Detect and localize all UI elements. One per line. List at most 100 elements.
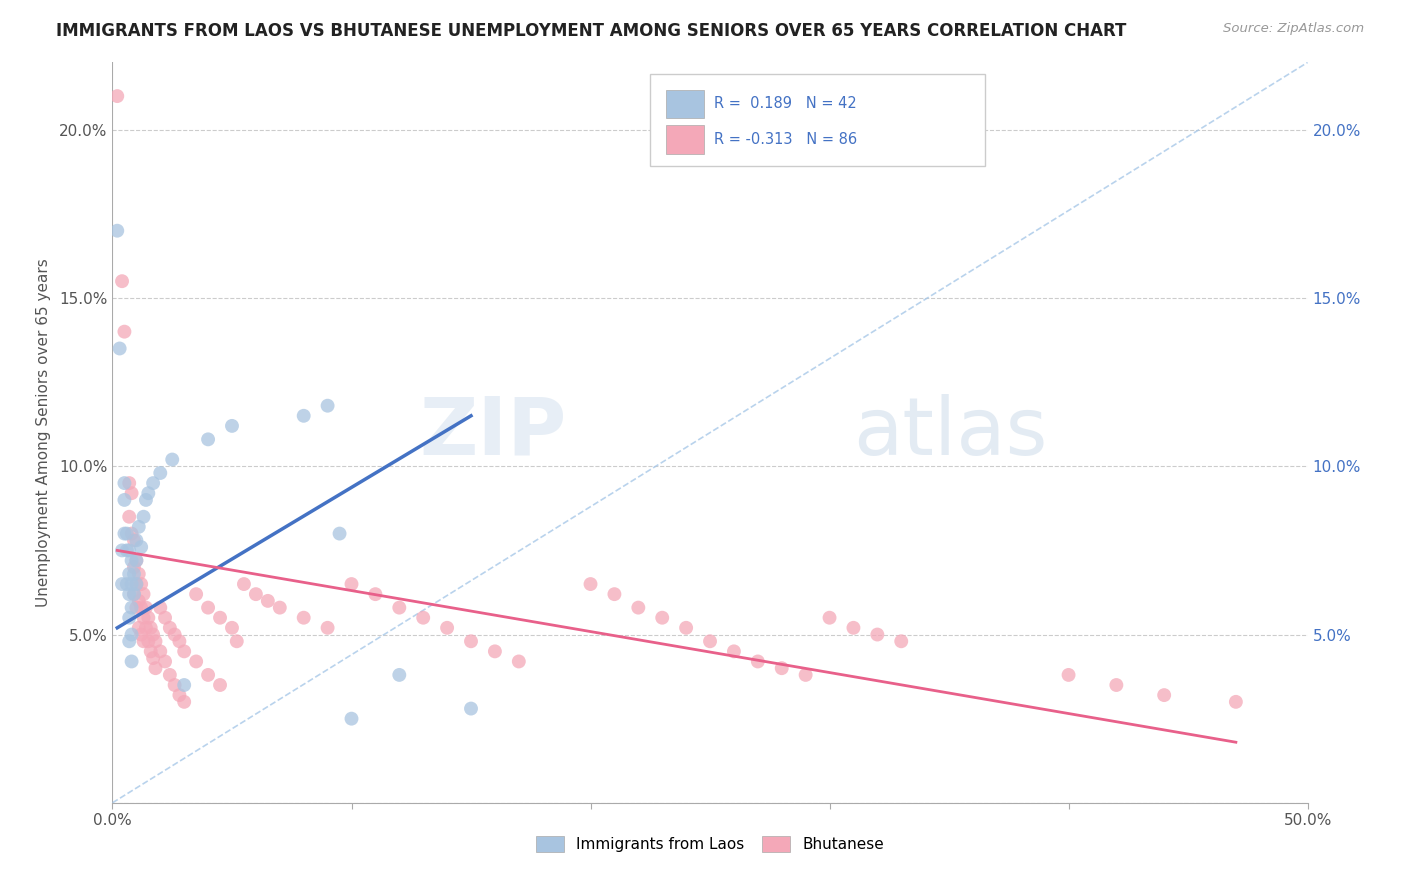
Point bbox=[115, 526, 138, 541]
Point bbox=[209, 678, 232, 692]
Point bbox=[197, 433, 219, 447]
Point bbox=[388, 668, 411, 682]
Point bbox=[233, 577, 256, 591]
Point bbox=[316, 399, 339, 413]
Point bbox=[651, 610, 673, 624]
Point bbox=[135, 600, 157, 615]
Point bbox=[292, 610, 315, 624]
Point bbox=[138, 486, 160, 500]
Point bbox=[153, 610, 176, 624]
Point bbox=[111, 577, 134, 591]
Point bbox=[162, 452, 183, 467]
Point bbox=[111, 543, 134, 558]
Point bbox=[118, 587, 141, 601]
Point bbox=[115, 543, 138, 558]
Point bbox=[173, 644, 195, 658]
Point bbox=[129, 540, 152, 554]
Point bbox=[125, 600, 148, 615]
Point bbox=[114, 325, 135, 339]
Point bbox=[118, 566, 141, 581]
Point bbox=[125, 533, 148, 548]
Point bbox=[108, 342, 131, 356]
Point bbox=[121, 486, 143, 500]
Point bbox=[121, 553, 143, 567]
Point bbox=[460, 634, 482, 648]
Point bbox=[388, 600, 411, 615]
Point bbox=[770, 661, 793, 675]
Point bbox=[122, 587, 145, 601]
Point bbox=[139, 621, 162, 635]
Point bbox=[122, 560, 145, 574]
Point bbox=[114, 476, 135, 491]
Point bbox=[121, 526, 143, 541]
Point bbox=[118, 634, 141, 648]
Point bbox=[340, 577, 363, 591]
Point bbox=[579, 577, 602, 591]
Point bbox=[484, 644, 506, 658]
Point bbox=[186, 655, 208, 669]
Point bbox=[890, 634, 912, 648]
Point bbox=[818, 610, 841, 624]
Point bbox=[138, 634, 160, 648]
Point bbox=[142, 651, 165, 665]
Text: R =  0.189   N = 42: R = 0.189 N = 42 bbox=[714, 96, 856, 112]
Text: ZIP: ZIP bbox=[419, 393, 567, 472]
Point bbox=[128, 520, 150, 534]
FancyBboxPatch shape bbox=[651, 73, 986, 166]
Point bbox=[135, 621, 157, 635]
Point bbox=[508, 655, 530, 669]
Point bbox=[163, 627, 186, 641]
Point bbox=[460, 701, 482, 715]
Point bbox=[603, 587, 626, 601]
Point bbox=[225, 634, 247, 648]
Point bbox=[699, 634, 721, 648]
Point bbox=[153, 655, 176, 669]
Point bbox=[121, 577, 143, 591]
Point bbox=[125, 553, 148, 567]
Point bbox=[122, 533, 145, 548]
Point bbox=[186, 587, 208, 601]
Text: R = -0.313   N = 86: R = -0.313 N = 86 bbox=[714, 132, 856, 147]
Point bbox=[173, 678, 195, 692]
Point bbox=[1225, 695, 1247, 709]
Text: IMMIGRANTS FROM LAOS VS BHUTANESE UNEMPLOYMENT AMONG SENIORS OVER 65 YEARS CORRE: IMMIGRANTS FROM LAOS VS BHUTANESE UNEMPL… bbox=[56, 22, 1126, 40]
Point bbox=[245, 587, 267, 601]
Point bbox=[118, 610, 141, 624]
Point bbox=[197, 668, 219, 682]
Point bbox=[149, 600, 172, 615]
Point bbox=[316, 621, 339, 635]
Point bbox=[118, 543, 141, 558]
Point bbox=[145, 661, 167, 675]
Point bbox=[128, 566, 150, 581]
Point bbox=[169, 688, 191, 702]
Point bbox=[105, 89, 128, 103]
Point bbox=[364, 587, 387, 601]
Point bbox=[128, 594, 150, 608]
Point bbox=[627, 600, 650, 615]
Bar bbox=[666, 90, 704, 118]
Bar bbox=[666, 126, 704, 153]
Point bbox=[866, 627, 889, 641]
Point bbox=[149, 466, 172, 480]
Point bbox=[257, 594, 280, 608]
Point bbox=[173, 695, 195, 709]
Point bbox=[132, 587, 155, 601]
Point bbox=[128, 621, 150, 635]
Point bbox=[159, 668, 181, 682]
Point bbox=[412, 610, 434, 624]
Point bbox=[723, 644, 745, 658]
Point bbox=[221, 418, 243, 433]
Point bbox=[747, 655, 769, 669]
Point bbox=[129, 577, 152, 591]
Point bbox=[138, 610, 160, 624]
Point bbox=[118, 509, 141, 524]
Point bbox=[125, 577, 148, 591]
Point bbox=[132, 509, 155, 524]
Point bbox=[1057, 668, 1080, 682]
Point bbox=[122, 566, 145, 581]
Point bbox=[114, 526, 135, 541]
Point bbox=[121, 655, 143, 669]
Point bbox=[269, 600, 291, 615]
Point bbox=[292, 409, 315, 423]
Point bbox=[132, 634, 155, 648]
